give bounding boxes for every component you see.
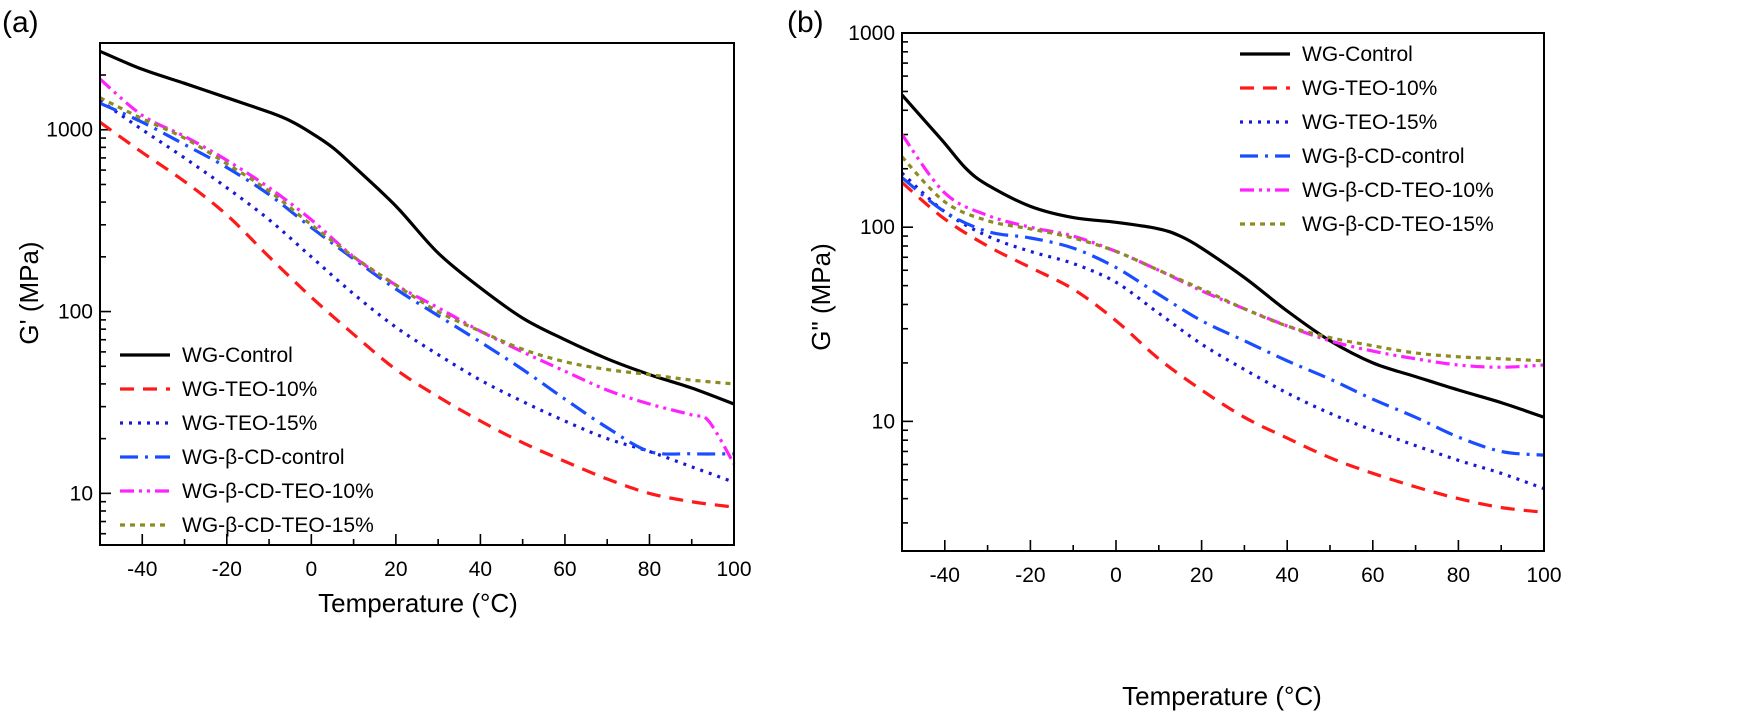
panel-a-ticks: -40 -20 0 20 40 60 80 100 10 100 1000 <box>46 74 752 581</box>
panel-b-y-axis-title: G" (MPa) <box>806 243 836 350</box>
panel-a-x-tick-label: 0 <box>305 558 317 581</box>
panel-a-y-tick-label: 100 <box>58 301 93 324</box>
panel-b-x-tick-label: -40 <box>930 564 960 587</box>
panel-b-x-tick-label: 40 <box>1276 564 1299 587</box>
panel-a-legend: WG-Control WG-TEO-10% WG-TEO-15% WG-β-CD-co… <box>120 344 374 537</box>
panel-b-legend-label: WG-β-CD-control <box>1302 145 1465 168</box>
panel-b-label: (b) <box>787 6 824 39</box>
panel-b-frame <box>901 32 1545 552</box>
panel-b-series-line <box>900 181 1545 514</box>
panel-a-series <box>98 49 736 509</box>
panel-b-y-tick-label: 10 <box>872 410 895 433</box>
panel-a-legend-label: WG-Control <box>182 344 293 367</box>
panel-a-legend-label: WG-TEO-10% <box>182 378 317 401</box>
panel-a-series-line <box>99 99 735 484</box>
panel-b-legend-label: WG-β-CD-TEO-10% <box>1302 179 1494 202</box>
panel-b-series-line <box>900 93 1545 419</box>
panel-b-series-line <box>900 133 1545 369</box>
panel-b-x-axis-title: Temperature (°C) <box>1122 681 1322 711</box>
panel-b-x-tick-label: 100 <box>1526 564 1561 587</box>
panel-a-legend-label: WG-β-CD-control <box>182 446 345 469</box>
panel-a-legend-label: WG-TEO-15% <box>182 412 317 435</box>
panel-a-x-tick-label: -20 <box>212 558 242 581</box>
panel-b-series-line <box>900 176 1545 457</box>
panel-a-x-axis-title: Temperature (°C) <box>318 588 518 618</box>
panel-b-legend-label: WG-β-CD-TEO-15% <box>1302 213 1494 236</box>
panel-b-legend: WG-Control WG-TEO-10% WG-TEO-15% WG-β-CD-co… <box>1240 43 1494 236</box>
panel-a-x-tick-label: 100 <box>716 558 751 581</box>
panel-a-x-tick-label: 60 <box>553 558 576 581</box>
panel-a-series-line <box>99 101 735 456</box>
panel-b-x-tick-label: 80 <box>1447 564 1470 587</box>
panel-a-x-tick-label: 40 <box>469 558 492 581</box>
panel-a-series-line <box>99 120 735 509</box>
panel-a-frame <box>99 42 735 546</box>
panel-b-ticks: -40 -20 0 20 40 60 80 100 10 100 1000 <box>848 22 1561 587</box>
panel-b-x-tick-label: 20 <box>1190 564 1213 587</box>
panel-b-y-tick-label: 100 <box>860 216 895 239</box>
panel-a-label: (a) <box>2 6 39 39</box>
panel-a-legend-label: WG-β-CD-TEO-10% <box>182 480 374 503</box>
panel-b: (b) G" (MPa) Temperature (°C) -40 -20 0 20 4… <box>787 6 1562 711</box>
panel-a-x-tick-label: 20 <box>384 558 407 581</box>
panel-b-x-tick-label: 0 <box>1110 564 1122 587</box>
panel-b-x-tick-label: -20 <box>1015 564 1045 587</box>
panel-a-series-line <box>98 77 736 465</box>
panel-a-series-line <box>99 49 735 406</box>
panel-a-x-tick-label: -40 <box>127 558 157 581</box>
panel-b-series-line <box>900 155 1545 363</box>
panel-a-y-axis-title: G' (MPa) <box>14 241 44 344</box>
panel-b-legend-label: WG-TEO-15% <box>1302 111 1437 134</box>
panel-a-x-tick-label: 80 <box>638 558 661 581</box>
panel-a-y-tick-label: 1000 <box>46 119 93 142</box>
panel-a: (a) G' (MPa) Temperature (°C) -40 -20 0 20 4… <box>2 6 752 618</box>
panel-b-series <box>900 93 1545 514</box>
panel-a-y-tick-label: 10 <box>70 482 93 505</box>
panel-b-legend-label: WG-Control <box>1302 43 1413 66</box>
panel-b-legend-label: WG-TEO-10% <box>1302 77 1437 100</box>
panel-a-series-line <box>99 96 735 386</box>
panel-b-x-tick-label: 60 <box>1361 564 1384 587</box>
panel-a-legend-label: WG-β-CD-TEO-15% <box>182 514 374 537</box>
panel-b-y-tick-label: 1000 <box>848 22 895 45</box>
